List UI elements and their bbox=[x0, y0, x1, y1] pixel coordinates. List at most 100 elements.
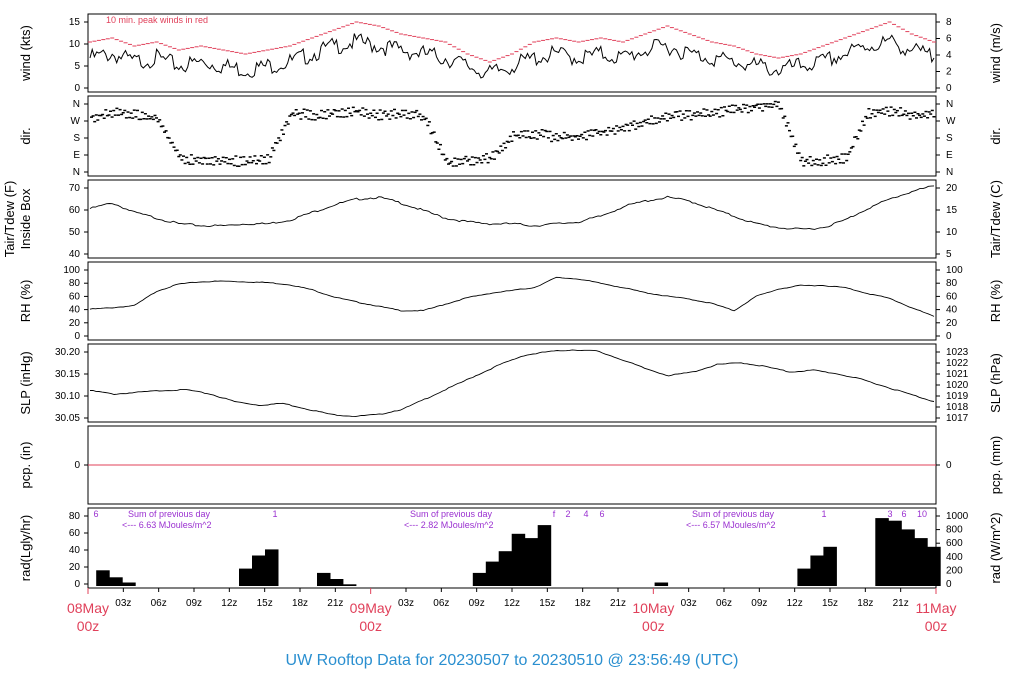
dir-point bbox=[529, 137, 533, 139]
dir-point bbox=[107, 114, 111, 116]
rad-marker: 10 bbox=[917, 509, 927, 519]
tick-label-left: 100 bbox=[63, 265, 80, 276]
dir-point bbox=[696, 111, 699, 113]
rad-sum-value: <--- 2.82 MJoules/m^2 bbox=[404, 520, 494, 530]
dir-point bbox=[900, 114, 904, 117]
dir-point bbox=[919, 116, 923, 119]
dir-point bbox=[255, 162, 258, 165]
dir-point bbox=[99, 114, 103, 117]
dir-point bbox=[542, 135, 546, 138]
dir-point bbox=[704, 115, 707, 117]
rad-bar bbox=[342, 584, 357, 586]
dir-point bbox=[594, 129, 598, 131]
dir-point bbox=[734, 104, 738, 107]
dir-point bbox=[803, 160, 807, 162]
dir-point bbox=[813, 163, 817, 165]
rad-bar bbox=[317, 572, 331, 586]
dir-point bbox=[453, 157, 457, 159]
dir-point bbox=[794, 143, 798, 146]
dir-point bbox=[383, 110, 387, 112]
panel-frame bbox=[87, 95, 937, 177]
dir-point bbox=[313, 119, 317, 121]
dir-point bbox=[329, 112, 333, 114]
dir-point bbox=[880, 112, 884, 114]
dir-point bbox=[629, 122, 633, 124]
dir-point bbox=[588, 134, 592, 137]
dir-point bbox=[512, 131, 515, 133]
dir-point bbox=[328, 115, 331, 117]
dir-point bbox=[182, 155, 185, 157]
dir-point bbox=[269, 156, 273, 158]
dir-point bbox=[164, 130, 168, 132]
dir-point bbox=[278, 139, 282, 142]
dir-point bbox=[816, 164, 820, 166]
tick-label-left: 0 bbox=[74, 331, 80, 342]
dir-point bbox=[699, 112, 703, 114]
dir-point bbox=[930, 109, 934, 112]
dir-point bbox=[301, 112, 304, 114]
dir-point bbox=[694, 115, 698, 117]
dir-point bbox=[426, 124, 430, 127]
dir-point bbox=[534, 130, 538, 132]
dir-point bbox=[732, 111, 736, 114]
dir-point bbox=[489, 158, 493, 160]
dir-point bbox=[113, 114, 117, 116]
rad-bar bbox=[810, 555, 824, 586]
dir-point bbox=[680, 119, 684, 121]
dir-point bbox=[869, 117, 872, 119]
dir-point bbox=[304, 116, 308, 118]
rad-bar bbox=[239, 568, 253, 586]
y-axis-label-left: SLP (inHg) bbox=[18, 351, 33, 414]
dir-point bbox=[867, 108, 871, 110]
tick-label-left: 40 bbox=[69, 545, 81, 556]
tick-label-left: 80 bbox=[69, 278, 81, 289]
day-label: 10May bbox=[632, 600, 674, 616]
dir-point bbox=[216, 158, 220, 160]
rad-bar bbox=[472, 572, 487, 586]
dir-point bbox=[546, 137, 550, 139]
rad-bar bbox=[797, 568, 811, 586]
dir-point bbox=[461, 162, 465, 165]
dir-point bbox=[623, 130, 627, 132]
y-axis-label-right: wind (m/s) bbox=[988, 23, 1003, 84]
dir-point bbox=[420, 119, 423, 121]
dir-point bbox=[194, 160, 198, 162]
dir-point bbox=[727, 105, 731, 107]
dir-point bbox=[757, 107, 761, 109]
dir-point bbox=[605, 134, 609, 136]
dir-point bbox=[910, 112, 914, 114]
dir-point bbox=[807, 162, 811, 164]
dir-point bbox=[854, 136, 858, 138]
dir-point bbox=[878, 109, 882, 111]
dir-point bbox=[101, 113, 105, 116]
dir-point bbox=[518, 137, 522, 139]
tick-label-left: W bbox=[71, 116, 81, 127]
dir-point bbox=[458, 163, 462, 165]
dir-point bbox=[508, 135, 512, 138]
dir-point bbox=[104, 109, 108, 111]
dir-point bbox=[159, 125, 163, 128]
dir-point bbox=[177, 155, 181, 158]
dir-point bbox=[221, 156, 225, 159]
tick-label-right: 1000 bbox=[946, 511, 969, 522]
dir-point bbox=[209, 163, 212, 165]
dir-point bbox=[678, 110, 682, 112]
dir-point bbox=[170, 141, 174, 144]
rad-bar bbox=[265, 549, 279, 586]
dir-point bbox=[819, 164, 823, 167]
dir-point bbox=[504, 147, 508, 149]
dir-point bbox=[784, 125, 788, 127]
dir-point bbox=[567, 136, 571, 139]
dir-point bbox=[599, 134, 603, 136]
x-tick-label: 06z bbox=[151, 598, 167, 609]
dir-point bbox=[507, 141, 511, 143]
dir-point bbox=[611, 127, 615, 130]
rad-bar bbox=[823, 546, 837, 586]
dir-point bbox=[359, 114, 363, 116]
day-label-hour: 00z bbox=[925, 618, 948, 634]
dir-point bbox=[118, 108, 122, 111]
tick-label-right: 6 bbox=[946, 34, 952, 45]
series-line-temp bbox=[89, 185, 935, 230]
dir-point bbox=[662, 118, 666, 120]
dir-point bbox=[499, 145, 503, 147]
